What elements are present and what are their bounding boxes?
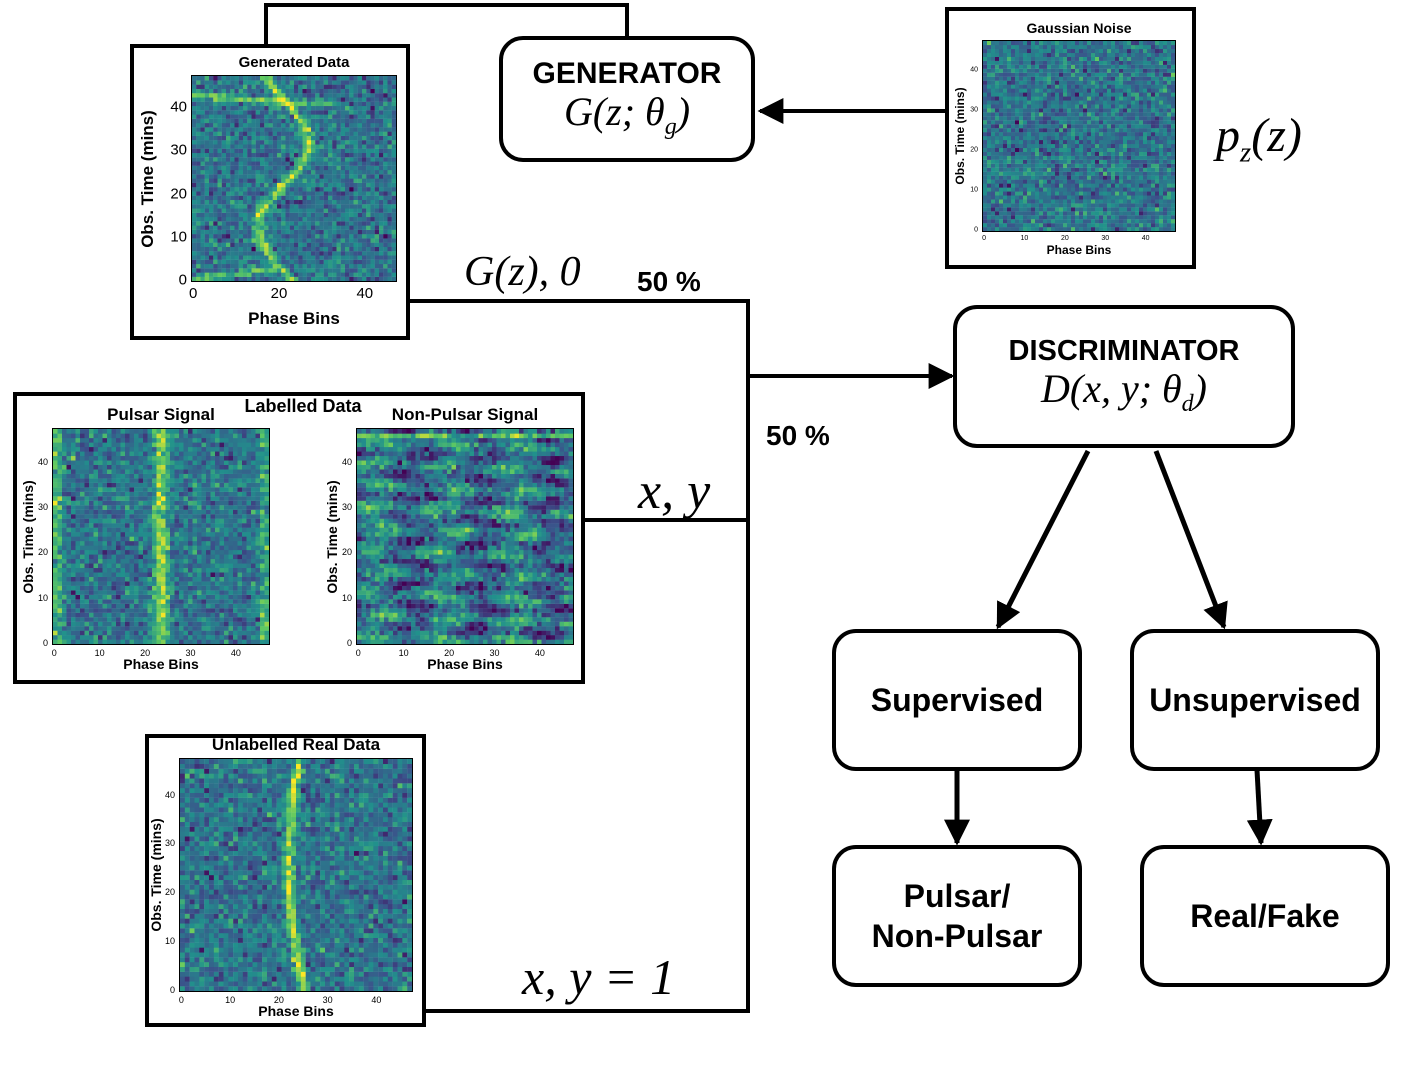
nonpulsar-xtick: 10	[398, 648, 409, 658]
discriminator-to-supervised-arrow	[995, 449, 1091, 630]
nonpulsar-ylabel: Obs. Time (mins)	[324, 479, 340, 594]
generated-xlabel: Phase Bins	[248, 309, 340, 328]
nonpulsar-xtick: 0	[355, 648, 361, 658]
generated-title: Generated Data	[238, 54, 350, 71]
unlabelled-ytick: 10	[164, 935, 175, 946]
generated-edge-label: G(z), 0	[464, 249, 581, 295]
pulsar-xtick: 10	[94, 648, 105, 658]
unsupervised-label: Unsupervised	[1149, 682, 1361, 718]
unlabelled-xtick: 20	[273, 995, 284, 1005]
pulsar-xtick: 30	[185, 648, 196, 658]
percent-top: 50 %	[637, 266, 701, 297]
unlabelled-ytick: 30	[164, 838, 175, 849]
generated-xtick: 40	[356, 285, 374, 302]
unlabelled-title: Unlabelled Real Data	[211, 735, 381, 754]
unlabelled-heatmap	[179, 758, 413, 992]
noise-title: Gaussian Noise	[1026, 20, 1132, 36]
generated-ylabel: Obs. Time (mins)	[138, 109, 157, 248]
supervised-node: Supervised	[832, 629, 1082, 771]
nonpulsar-xtick: 20	[444, 648, 455, 658]
noise-ytick: 10	[970, 186, 978, 194]
generated-xtick: 0	[188, 285, 198, 302]
noise-ytick: 40	[970, 66, 978, 74]
noise-xtick: 40	[1141, 235, 1150, 242]
unlabelled-xtick: 0	[178, 995, 184, 1005]
nonpulsar-ytick: 0	[346, 637, 352, 648]
labelled-edge-label: x, y	[638, 463, 711, 520]
unsupervised-to-realfake-arrow	[1246, 769, 1273, 846]
pulsar-xtick: 40	[230, 648, 241, 658]
nonpulsar-xtick: 40	[534, 648, 545, 658]
noise-xtick: 0	[982, 235, 986, 242]
pulsar-xlabel: Phase Bins	[123, 656, 199, 672]
discriminator-title: DISCRIMINATOR	[1008, 335, 1240, 368]
noise-xtick: 30	[1101, 235, 1110, 242]
nonpulsar-xtick: 30	[489, 648, 500, 658]
pulsar-ytick: 20	[37, 547, 48, 558]
unlabelled-edge-label: x, y = 1	[522, 949, 676, 1005]
generator-to-generated-wire	[264, 3, 629, 46]
unlabelled-ytick: 40	[164, 789, 175, 800]
pulsar-ytick: 30	[37, 502, 48, 513]
unlabelled-ytick: 20	[164, 887, 175, 898]
generated-xtick: 20	[270, 285, 288, 302]
pulsar-xtick: 0	[51, 648, 57, 658]
noise-ytick: 30	[970, 106, 978, 114]
noise-xtick: 20	[1060, 235, 1069, 242]
unsupervised-node: Unsupervised	[1130, 629, 1380, 771]
discriminator-to-unsupervised-arrow	[1153, 450, 1228, 630]
generated-ytick: 30	[170, 141, 187, 159]
unlabelled-xlabel: Phase Bins	[258, 1003, 334, 1019]
pulsar-heatmap	[52, 428, 270, 645]
pulsar-outcome-line2: Non-Pulsar	[871, 918, 1043, 954]
noise-ytick: 20	[970, 146, 978, 154]
labelled-data-title: Labelled Data	[244, 396, 362, 416]
generator-node: GENERATOR G(z; θg)	[499, 36, 755, 162]
unlabelled-xtick: 10	[225, 995, 236, 1005]
realfake-label: Real/Fake	[1190, 898, 1340, 934]
generated-ytick: 40	[170, 98, 187, 116]
nonpulsar-ytick: 30	[341, 502, 352, 513]
generator-title: GENERATOR	[532, 57, 722, 91]
unlabelled-xtick: 30	[322, 995, 333, 1005]
percent-bottom: 50 %	[766, 420, 830, 451]
noise-ytick: 0	[974, 226, 978, 234]
unlabelled-xtick: 40	[371, 995, 382, 1005]
discriminator-node: DISCRIMINATOR D(x, y; θd)	[953, 305, 1295, 448]
generator-formula: G(z; θg)	[563, 89, 691, 141]
discriminator-formula: D(x, y; θd)	[1040, 366, 1207, 418]
nonpulsar-ytick: 40	[341, 456, 352, 467]
nonpulsar-heatmap	[356, 428, 574, 645]
pulsar-ytick: 40	[37, 456, 48, 467]
noise-xlabel: Phase Bins	[1046, 243, 1112, 257]
generated-heatmap	[191, 75, 397, 282]
pulsar-outcome-line1: Pulsar/	[903, 878, 1011, 914]
noise-xtick: 10	[1020, 235, 1029, 242]
nonpulsar-ytick: 20	[341, 547, 352, 558]
pulsar-ytick: 0	[42, 637, 48, 648]
pulsar-title: Pulsar Signal	[107, 405, 215, 424]
generated-to-bus-wire	[408, 299, 750, 1013]
pulsar-outcome-node: Pulsar/ Non-Pulsar	[832, 845, 1082, 987]
generated-ytick: 0	[178, 271, 187, 289]
noise-heatmap	[982, 40, 1176, 232]
generated-ytick: 20	[170, 185, 187, 203]
realfake-node: Real/Fake	[1140, 845, 1390, 987]
supervised-label: Supervised	[870, 682, 1044, 718]
pulsar-ylabel: Obs. Time (mins)	[20, 479, 36, 594]
noise-ylabel: Obs. Time (mins)	[953, 87, 967, 185]
pulsar-ytick: 10	[37, 592, 48, 603]
nonpulsar-xlabel: Phase Bins	[427, 656, 503, 672]
nonpulsar-ytick: 10	[341, 592, 352, 603]
pulsar-xtick: 20	[140, 648, 151, 658]
unlabelled-ytick: 0	[169, 984, 175, 995]
generated-ytick: 10	[170, 228, 187, 246]
unlabelled-ylabel: Obs. Time (mins)	[148, 818, 164, 932]
noise-distribution-label: pz(z)	[1216, 109, 1302, 169]
nonpulsar-title: Non-Pulsar Signal	[391, 405, 539, 424]
